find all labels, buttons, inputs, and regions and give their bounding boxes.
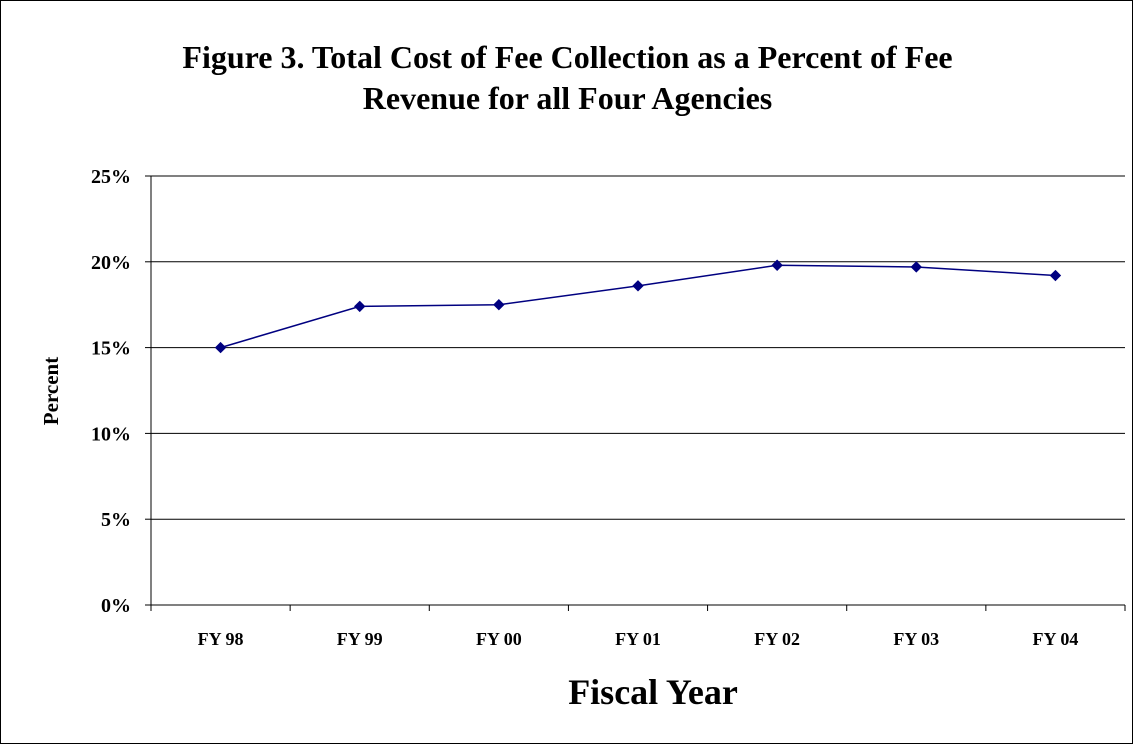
y-tick-label: 15% [91,338,131,360]
chart-title-line-1: Figure 3. Total Cost of Fee Collection a… [182,39,953,75]
data-point-marker [1049,269,1062,282]
data-point-marker [910,261,922,273]
x-tick-label: FY 00 [476,629,522,649]
x-tick-labels: FY 98 FY 99 FY 00 FY 01 FY 02 FY 03 FY 04 [198,629,1079,649]
y-axis-label: Percent [39,357,63,425]
y-tick-label: 5% [101,509,131,531]
y-tick-labels: 0% 5% 10% 15% 20% 25% [91,166,131,617]
y-tick-label: 0% [101,595,131,617]
x-tick-label: FY 04 [1033,629,1079,649]
x-tick-label: FY 98 [198,629,244,649]
chart-title-line-2: Revenue for all Four Agencies [362,80,773,116]
x-tick-label: FY 03 [893,629,939,649]
x-tick-label: FY 02 [754,629,800,649]
series-markers [214,259,1062,354]
y-tick-label: 25% [91,166,131,188]
data-point-marker [493,298,505,311]
series-line [220,264,1056,349]
x-tick-label: FY 01 [615,629,661,649]
x-tick-label: FY 99 [337,629,383,649]
chart-title: Figure 3. Total Cost of Fee Collection a… [1,37,1132,119]
gridlines [151,175,1125,520]
y-tick-label: 20% [91,252,131,274]
data-point-marker [632,280,644,292]
data-point-marker [214,341,227,354]
y-tick-label: 10% [91,423,131,445]
data-point-marker [771,259,783,271]
x-axis-label: Fiscal Year [568,672,738,712]
data-point-marker [354,300,366,313]
axes [145,175,1126,611]
series-line-path [220,264,1056,349]
